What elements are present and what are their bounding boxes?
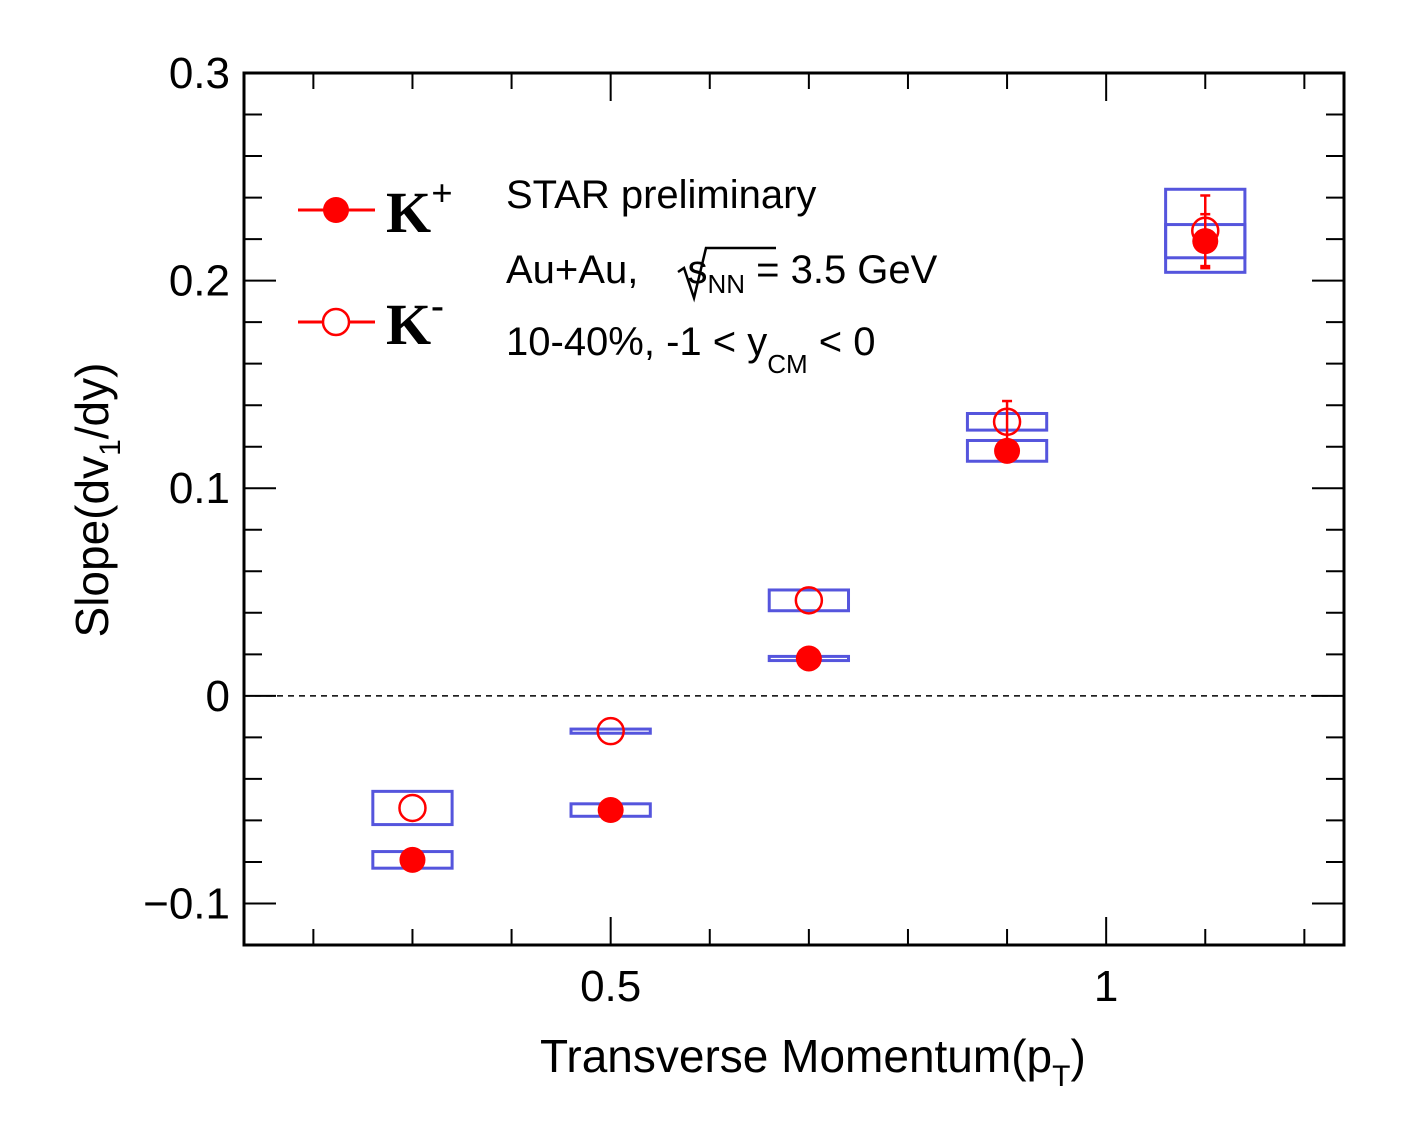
- y-tick-label: 0.2: [169, 257, 230, 306]
- k-minus-data-point: [1191, 216, 1220, 246]
- legend: K+ K-: [298, 173, 453, 357]
- legend-kminus-label: K-: [386, 285, 444, 357]
- y-axis-title: Slope(dv1/dy): [66, 363, 127, 638]
- k-minus-data-point: [398, 793, 427, 823]
- k-minus-data-point: [992, 407, 1022, 437]
- legend-kplus-marker: [323, 197, 349, 223]
- k-minus-systematic-box: [1164, 187, 1247, 274]
- x-tick-label: 1: [1094, 962, 1118, 1011]
- y-tick-label: 0.1: [169, 464, 230, 513]
- k-minus-systematic-box: [371, 789, 454, 827]
- k-plus-data-point: [994, 437, 1021, 464]
- k-minus-data-point: [794, 586, 824, 615]
- k-minus-systematic-box: [569, 727, 652, 735]
- k-plus-data-point: [399, 846, 426, 873]
- y-tick-label: 0.3: [169, 49, 230, 98]
- y-tick-label: −0.1: [143, 879, 230, 928]
- data-markers: [371, 187, 1247, 873]
- sqrt-symbol: [677, 246, 776, 303]
- plot-frame: [242, 71, 1346, 947]
- axis-tick-labels: 0.5 1 −0.1 0 0.1 0.2 0.3: [143, 49, 1118, 1011]
- k-plus-data-point: [597, 797, 624, 824]
- y-tick-label: 0: [206, 672, 230, 721]
- k-plus-data-point: [795, 645, 822, 672]
- annotation: STAR preliminary Au+Au, sNN = 3.5 GeV 10…: [506, 173, 938, 379]
- x-tick-label: 0.5: [580, 962, 641, 1011]
- axis-ticks: [244, 72, 1344, 946]
- annotation-collision-system: Au+Au, sNN = 3.5 GeV: [506, 248, 938, 299]
- legend-kminus-marker: [321, 307, 351, 337]
- annotation-star-preliminary: STAR preliminary: [506, 173, 816, 217]
- k-minus-data-point: [596, 716, 625, 746]
- annotation-centrality-rapidity: 10-40%, -1 < yCM < 0: [506, 320, 876, 379]
- x-axis-title: Transverse Momentum(pT): [540, 1030, 1086, 1093]
- k-minus-systematic-box: [767, 588, 851, 613]
- legend-kplus-label: K+: [386, 173, 453, 245]
